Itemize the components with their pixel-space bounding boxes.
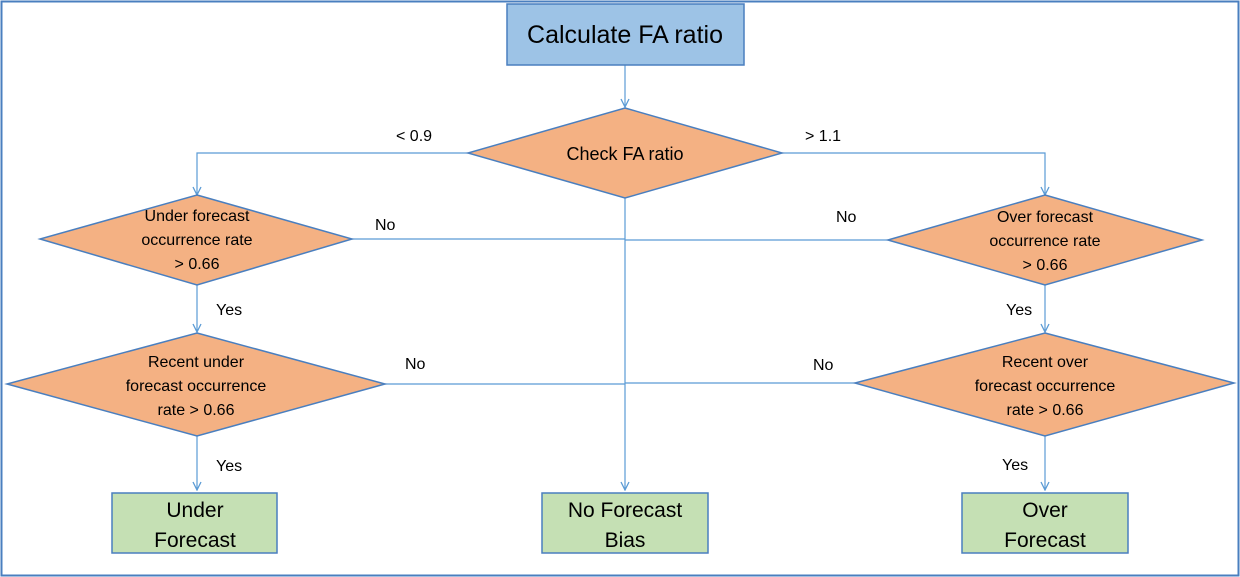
- decision-under-rate-line-3: > 0.66: [175, 256, 220, 273]
- outcome-none-line-2: Bias: [605, 529, 646, 552]
- decision-under-rate: Under forecast occurrence rate > 0.66: [37, 194, 355, 286]
- edge-label-under-rate-yes: Yes: [216, 302, 242, 319]
- start-node: Calculate FA ratio: [506, 3, 745, 66]
- decision-over-rate-line-2: occurrence rate: [989, 233, 1100, 250]
- decision-recent-over-line-2: forecast occurrence: [975, 378, 1116, 395]
- decision-check-ratio-label: Check FA ratio: [566, 144, 683, 164]
- decision-under-rate-line-2: occurrence rate: [141, 232, 252, 249]
- edge-check-to-under-rate: [197, 152, 468, 195]
- edge-label-recent-over-yes: Yes: [1002, 457, 1028, 474]
- edge-labels: < 0.9 > 1.1 No No Yes Yes No No Yes Yes: [216, 128, 1032, 475]
- decision-recent-over-line-3: rate > 0.66: [1007, 402, 1084, 419]
- edge-check-to-over-rate: [782, 152, 1045, 195]
- outcome-over-line-2: Forecast: [1004, 529, 1086, 552]
- decision-recent-under-line-1: Recent under: [148, 354, 245, 371]
- outcome-over-line-1: Over: [1022, 499, 1068, 522]
- decision-recent-over: Recent over forecast occurrence rate > 0…: [852, 332, 1237, 437]
- edge-label-recent-under-no: No: [405, 356, 426, 373]
- edge-label-under-rate-no: No: [375, 217, 396, 234]
- edge-label-over-rate-no: No: [836, 209, 857, 226]
- decision-recent-under: Recent under forecast occurrence rate > …: [4, 332, 388, 437]
- outcome-over-forecast: Over Forecast: [961, 492, 1129, 554]
- outcome-under-line-2: Forecast: [154, 529, 236, 552]
- edge-label-gt: > 1.1: [805, 128, 841, 145]
- outcome-under-line-1: Under: [166, 499, 223, 522]
- decision-check-ratio: Check FA ratio: [465, 107, 785, 199]
- start-node-label: Calculate FA ratio: [527, 21, 723, 49]
- outcome-under-forecast: Under Forecast: [111, 492, 278, 554]
- decision-under-rate-line-1: Under forecast: [145, 208, 250, 225]
- edge-label-recent-over-no: No: [813, 357, 834, 374]
- decision-over-rate-line-3: > 0.66: [1023, 257, 1068, 274]
- decision-recent-over-line-1: Recent over: [1002, 354, 1089, 371]
- decision-recent-under-line-3: rate > 0.66: [158, 402, 235, 419]
- outcome-none-line-1: No Forecast: [568, 499, 683, 522]
- decision-over-rate: Over forecast occurrence rate > 0.66: [885, 194, 1205, 286]
- connectors: [197, 65, 1045, 490]
- edge-label-over-rate-yes: Yes: [1006, 302, 1032, 319]
- decision-recent-under-line-2: forecast occurrence: [126, 378, 267, 395]
- outcome-no-forecast-bias: No Forecast Bias: [541, 492, 709, 554]
- decision-over-rate-line-1: Over forecast: [997, 209, 1094, 226]
- edge-label-recent-under-yes: Yes: [216, 458, 242, 475]
- edge-label-lt: < 0.9: [396, 128, 432, 145]
